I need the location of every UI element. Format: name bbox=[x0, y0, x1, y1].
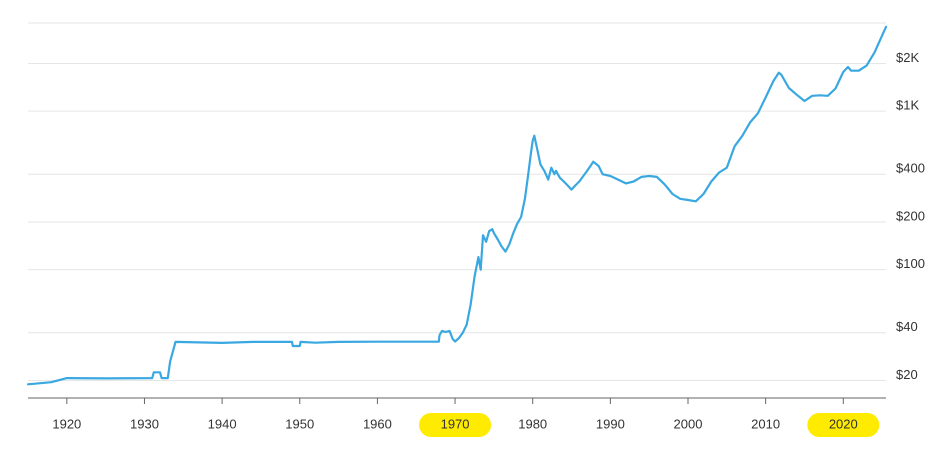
x-tick-label: 1940 bbox=[208, 416, 237, 431]
x-axis-ticks: 1920 1930 1940 1950 1960 1970 1980 1990 2000 2010… bbox=[52, 398, 858, 431]
y-tick-label: $400 bbox=[896, 161, 925, 176]
x-tick-label: 2020 bbox=[829, 416, 858, 431]
y-tick-label: $200 bbox=[896, 208, 925, 223]
x-tick-label: 1990 bbox=[596, 416, 625, 431]
x-tick-label: 1960 bbox=[363, 416, 392, 431]
x-tick-label: 1970 bbox=[441, 416, 470, 431]
y-tick-label: $2K bbox=[896, 50, 919, 65]
x-tick-label: 2010 bbox=[751, 416, 780, 431]
x-tick-label: 2000 bbox=[674, 416, 703, 431]
axis-label-highlights bbox=[419, 413, 880, 437]
y-axis-ticks: $20 $40 $100 $200 $400 $1K $2K bbox=[896, 50, 925, 382]
y-tick-label: $40 bbox=[896, 319, 918, 334]
highlight-mark bbox=[807, 413, 880, 437]
highlight-mark bbox=[419, 413, 492, 437]
x-tick-label: 1950 bbox=[285, 416, 314, 431]
price-series-line bbox=[26, 25, 888, 386]
x-tick-label: 1980 bbox=[518, 416, 547, 431]
y-tick-label: $100 bbox=[896, 256, 925, 271]
y-tick-label: $20 bbox=[896, 367, 918, 382]
y-tick-label: $1K bbox=[896, 98, 919, 113]
x-tick-label: 1930 bbox=[130, 416, 159, 431]
horizontal-gridlines bbox=[28, 62, 886, 381]
x-tick-label: 1920 bbox=[52, 416, 81, 431]
